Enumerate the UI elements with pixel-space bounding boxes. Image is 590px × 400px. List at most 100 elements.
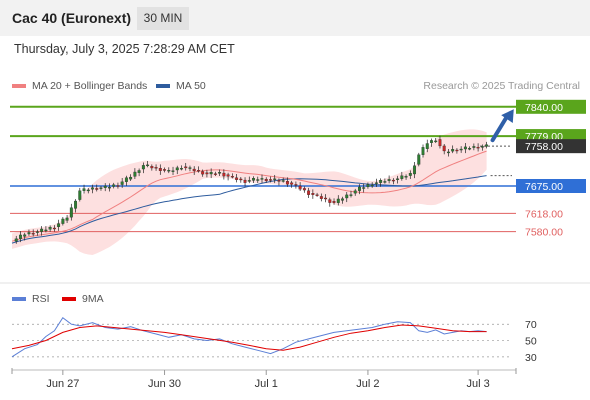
candle-body (307, 190, 311, 195)
candle-body (163, 169, 166, 171)
bollinger-band (12, 129, 487, 255)
candle-body (247, 180, 251, 182)
candle-body (201, 171, 205, 175)
rsi-ma-label: 9MA (82, 293, 104, 305)
candle-body (44, 229, 48, 232)
candle-body (358, 186, 361, 191)
candle-body (438, 139, 442, 147)
candle-body (188, 167, 192, 169)
candle-body (124, 177, 128, 182)
candle-body (476, 146, 480, 149)
candle-body (239, 178, 243, 181)
candle-body (27, 232, 31, 235)
candle-body (35, 231, 39, 233)
candle-body (413, 165, 416, 175)
candle-body (99, 187, 103, 189)
candle-body (218, 172, 222, 174)
x-tick-label: Jul 3 (466, 378, 489, 390)
candle-body (120, 181, 124, 185)
rsi-ma-swatch (62, 297, 76, 301)
candle-body (379, 180, 383, 183)
candle-body (468, 148, 472, 150)
candle-body (180, 168, 183, 170)
rsi-swatch (12, 297, 26, 301)
rsi-ma-line (11, 324, 487, 351)
candle-body (298, 185, 302, 190)
candle-body (150, 166, 154, 169)
candle-body (82, 188, 86, 191)
candle-body (91, 187, 94, 190)
candle-body (57, 223, 61, 227)
candle-body (400, 175, 404, 179)
candle-body (175, 167, 179, 171)
candle-body (256, 179, 260, 181)
legend-rsi: RSI (12, 293, 50, 305)
ma20-label: MA 20 + Bollinger Bands (32, 80, 148, 92)
candle-body (455, 149, 459, 152)
timeframe-button[interactable]: 30 MIN (137, 7, 189, 30)
level-tag-7840.00 (516, 99, 586, 114)
candle-body (311, 193, 315, 195)
level-label-7758.00: 7758.00 (525, 141, 563, 153)
legend-rsi-ma: 9MA (62, 293, 104, 305)
candle-body (459, 148, 463, 151)
candle-body (366, 184, 370, 187)
candle-body (78, 190, 82, 200)
legend-ma50: MA 50 (156, 80, 206, 92)
ma20-line (11, 150, 487, 242)
candle-body (396, 178, 400, 180)
candle-body (446, 151, 450, 154)
candle-body (243, 179, 247, 183)
chart-header: Cac 40 (Euronext) 30 MIN (0, 0, 590, 36)
rsi-line (11, 316, 487, 358)
candle-body (137, 170, 141, 173)
candle-body (158, 168, 162, 171)
candle-body (336, 198, 340, 203)
candle-body (332, 201, 336, 203)
candle-body (230, 176, 234, 178)
candle-body (408, 173, 412, 176)
candle-body (345, 194, 349, 199)
candle-body (472, 146, 476, 148)
copyright-text: Research © 2025 Trading Central (423, 80, 580, 92)
rsi-tick-70: 70 (525, 319, 537, 331)
level-label-7618.00: 7618.00 (525, 208, 563, 220)
candle-body (391, 179, 395, 182)
candle-body (108, 187, 111, 189)
candle-body (324, 197, 328, 200)
forecast-arrow-head (501, 109, 514, 124)
candle-body (222, 172, 226, 177)
candle-body (129, 176, 133, 180)
ma20-swatch (12, 84, 26, 88)
x-tick-label: Jun 27 (46, 378, 79, 390)
candle-body (19, 234, 22, 239)
candle-body (23, 234, 27, 237)
ma50-line (11, 175, 487, 244)
candle-body (434, 140, 438, 143)
candle-body (196, 170, 200, 172)
candle-body (273, 178, 277, 180)
ma50-swatch (156, 84, 170, 88)
candle-body (61, 218, 65, 224)
forecast-arrow-shaft (490, 113, 510, 143)
candle-body (485, 144, 489, 147)
candle-body (451, 149, 455, 152)
candle-body (421, 147, 425, 155)
candle-body (252, 178, 255, 181)
level-tag-7675.00 (516, 179, 586, 193)
candle-body (235, 177, 239, 180)
candle-body (167, 170, 171, 172)
candle-body (387, 179, 391, 181)
candle-body (48, 227, 52, 230)
candle-body (480, 146, 484, 148)
candle-body (442, 145, 446, 152)
candle-body (404, 176, 408, 178)
candle-body (40, 228, 44, 232)
candle-body (213, 173, 217, 175)
candle-body (349, 194, 353, 196)
rsi-label: RSI (32, 293, 50, 305)
rsi-tick-50: 50 (525, 336, 537, 348)
candle-body (103, 185, 107, 188)
candle-body (260, 178, 264, 180)
